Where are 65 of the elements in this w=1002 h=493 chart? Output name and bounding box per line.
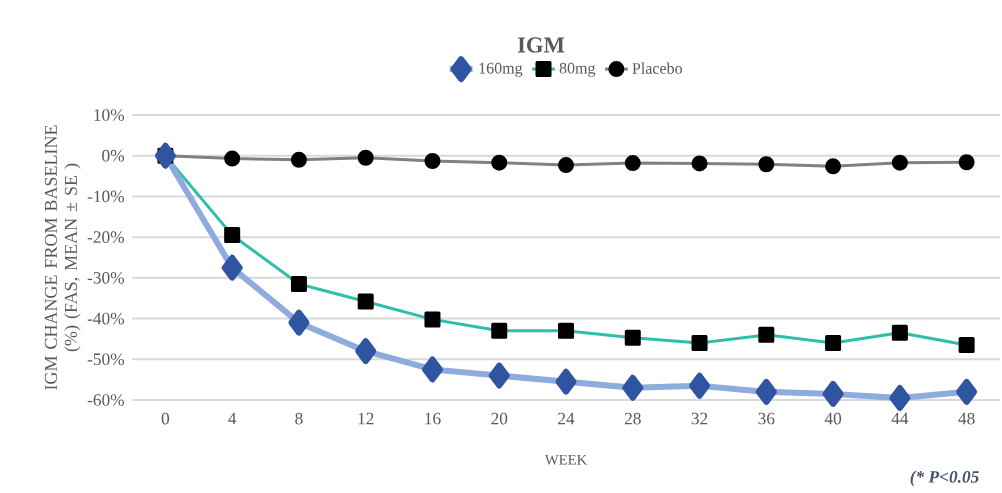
- y-tick-label: -60%: [87, 394, 125, 406]
- y-tick-label: -10%: [87, 190, 125, 203]
- point: [825, 158, 842, 175]
- point: [758, 326, 775, 343]
- point: [491, 154, 508, 171]
- point: [691, 155, 708, 172]
- legend-label: 80mg: [559, 62, 596, 77]
- x-tick-label: 16: [425, 412, 441, 425]
- x-tick-label: 4: [228, 412, 237, 425]
- point: [755, 378, 777, 405]
- y-tick-label: -30%: [87, 271, 125, 284]
- point: [624, 329, 641, 346]
- point: [555, 368, 577, 395]
- point: [491, 322, 508, 339]
- text: (* P<0.05: [910, 470, 979, 487]
- point: [558, 322, 575, 339]
- y-tick-label: -50%: [87, 353, 125, 366]
- point: [689, 372, 711, 399]
- x-tick-label: 20: [491, 412, 508, 425]
- x-tick-label: 40: [824, 412, 842, 425]
- point: [758, 156, 775, 173]
- point: [891, 154, 908, 171]
- x-tick-label: 36: [758, 412, 775, 425]
- x-tick-label: 44: [891, 412, 909, 425]
- point: [357, 293, 374, 310]
- x-tick-label: 8: [295, 412, 303, 425]
- point: [357, 149, 374, 166]
- x-tick-label: 12: [358, 412, 374, 425]
- point: [958, 154, 975, 171]
- point: [889, 384, 911, 411]
- point: [154, 142, 176, 169]
- y-tick-label: 10%: [94, 109, 125, 121]
- point: [691, 335, 708, 352]
- x-tick-label: 24: [558, 412, 575, 425]
- x-tick-label: 28: [624, 412, 641, 425]
- x-tick-label: 48: [958, 412, 975, 425]
- point: [290, 275, 307, 292]
- point: [421, 356, 443, 383]
- point: [224, 150, 241, 167]
- point: [558, 157, 575, 174]
- point: [424, 153, 441, 170]
- point: [622, 374, 644, 401]
- chart-title: IGM: [517, 37, 565, 53]
- point: [288, 309, 310, 336]
- x-axis-title: WEEK: [544, 454, 588, 465]
- y-tick-label: 0%: [102, 149, 125, 162]
- y-tick-label: -40%: [87, 312, 125, 325]
- point: [822, 380, 844, 407]
- y-axis-title: IGM CHANGE FROM BASELINE (%) (FAS, MEAN ± SE ): [44, 125, 81, 390]
- point: [891, 324, 908, 341]
- point: [958, 337, 975, 354]
- point: [290, 151, 307, 168]
- x-tick-label: 32: [691, 412, 708, 425]
- point: [224, 227, 241, 244]
- y-tick-label: -20%: [87, 231, 125, 244]
- point: [355, 338, 377, 365]
- point: [825, 335, 842, 352]
- point: [624, 155, 641, 172]
- legend-label: 160mg: [479, 62, 523, 77]
- x-tick-label: 0: [161, 412, 170, 425]
- point: [488, 362, 510, 389]
- legend-label: Placebo: [632, 62, 682, 74]
- point: [956, 378, 978, 405]
- point: [424, 311, 441, 328]
- point: [221, 254, 243, 281]
